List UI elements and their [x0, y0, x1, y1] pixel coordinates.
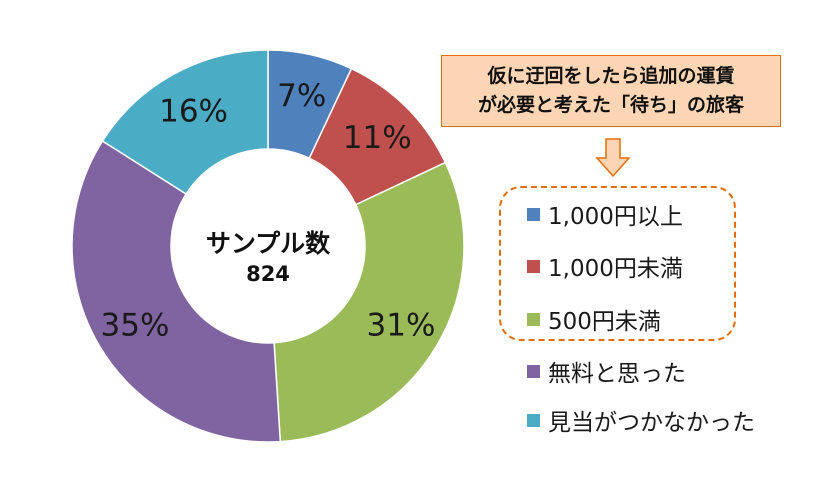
- legend-label: 500円未満: [548, 309, 661, 335]
- slice-label-4: 35%: [101, 308, 170, 344]
- legend-swatch: [527, 259, 540, 273]
- slice-label-1: 7%: [277, 78, 326, 114]
- legend-label: 無料と思った: [548, 361, 686, 387]
- legend-item-3: 500円未満: [527, 302, 661, 336]
- donut-slices: [71, 49, 465, 443]
- legend-item-5: 見当がつかなかった: [527, 403, 755, 437]
- legend-swatch: [527, 312, 540, 326]
- center-value: 824: [246, 262, 290, 286]
- slice-label-3: 31%: [367, 308, 436, 344]
- legend-swatch: [527, 207, 540, 221]
- legend-swatch: [527, 413, 540, 427]
- callout-line-1: 仮に迂回をしたら追加の運賃: [487, 65, 735, 87]
- legend-label: 見当がつかなかった: [548, 410, 755, 436]
- legend-item-4: 無料と思った: [527, 354, 686, 388]
- slice-label-2: 11%: [343, 120, 412, 156]
- slice-labels: 7% 11% 31% 35% 16%: [101, 78, 436, 343]
- donut-slice-3: [273, 161, 465, 443]
- donut-slice-4: [71, 139, 282, 443]
- callout-box: 仮に迂回をしたら追加の運賃 が必要と考えた「待ち」の旅客: [441, 55, 781, 127]
- center-title: サンプル数: [206, 229, 331, 258]
- legend-label: 1,000円以上: [548, 204, 683, 230]
- down-arrow-icon: [595, 138, 631, 178]
- callout-line-2: が必要と考えた「待ち」の旅客: [477, 94, 744, 116]
- legend-swatch: [527, 364, 540, 378]
- legend-label: 1,000円未満: [548, 256, 683, 282]
- slice-label-5: 16%: [159, 94, 228, 130]
- legend-item-1: 1,000円以上: [527, 197, 683, 231]
- legend-highlight-group: [499, 186, 736, 341]
- legend-item-2: 1,000円未満: [527, 249, 683, 283]
- donut-slice-5: [101, 49, 269, 196]
